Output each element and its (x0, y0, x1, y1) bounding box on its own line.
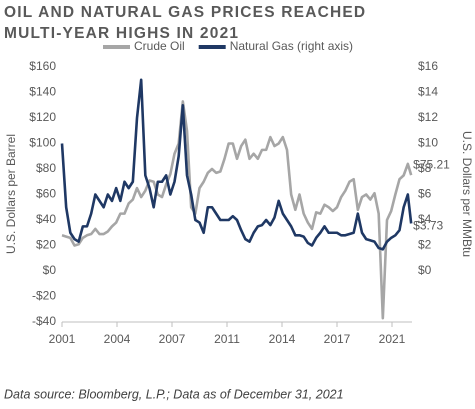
y-tick-label: $80 (36, 161, 56, 175)
y-tick-label: $120 (29, 110, 56, 124)
end-label: $75.21 (413, 157, 450, 171)
y-tick-label: -$20 (32, 289, 56, 303)
data-line (60, 78, 413, 251)
y-tick-label: $0 (43, 263, 57, 277)
y2-tick-label: $6 (418, 187, 432, 201)
x-tick-label: 2001 (49, 332, 76, 346)
y2-tick-label: $4 (418, 212, 432, 226)
y-tick-label: $100 (29, 136, 56, 150)
y2-tick-label: $12 (418, 110, 438, 124)
y2-tick-label: $10 (418, 136, 438, 150)
end-label: $3.73 (413, 219, 443, 233)
legend-label: Crude Oil (134, 39, 185, 53)
legend-label: Natural Gas (right axis) (230, 39, 353, 53)
y2-axis-label: U.S. Dollars per MMBtu (460, 131, 474, 257)
y2-tick-label: $8 (418, 161, 432, 175)
y-axis-label: U.S. Dollars per Barrel (4, 134, 18, 254)
source-note: Data source: Bloomberg, L.P.; Data as of… (4, 387, 344, 401)
x-tick-label: 2021 (379, 332, 406, 346)
x-tick-label: 2011 (214, 332, 240, 346)
y2-tick-label: $0 (418, 263, 432, 277)
y2-tick-label: $14 (418, 85, 438, 99)
y2-tick-label: $16 (418, 59, 438, 73)
y-tick-label: -$40 (32, 314, 56, 328)
y-tick-label: $160 (29, 59, 56, 73)
x-tick-label: 2004 (104, 332, 131, 346)
x-tick-label: 2017 (324, 332, 351, 346)
y-tick-label: $40 (36, 212, 56, 226)
y-tick-label: $140 (29, 85, 56, 99)
chart-title: OIL AND NATURAL GAS PRICES REACHED MULTI… (4, 4, 367, 42)
y-tick-label: $20 (36, 238, 56, 252)
y-tick-label: $60 (36, 187, 56, 201)
data-line (61, 100, 413, 320)
x-tick-label: 2014 (269, 332, 296, 346)
y2-tick-label: $2 (418, 238, 432, 252)
x-tick-label: 2007 (159, 332, 186, 346)
